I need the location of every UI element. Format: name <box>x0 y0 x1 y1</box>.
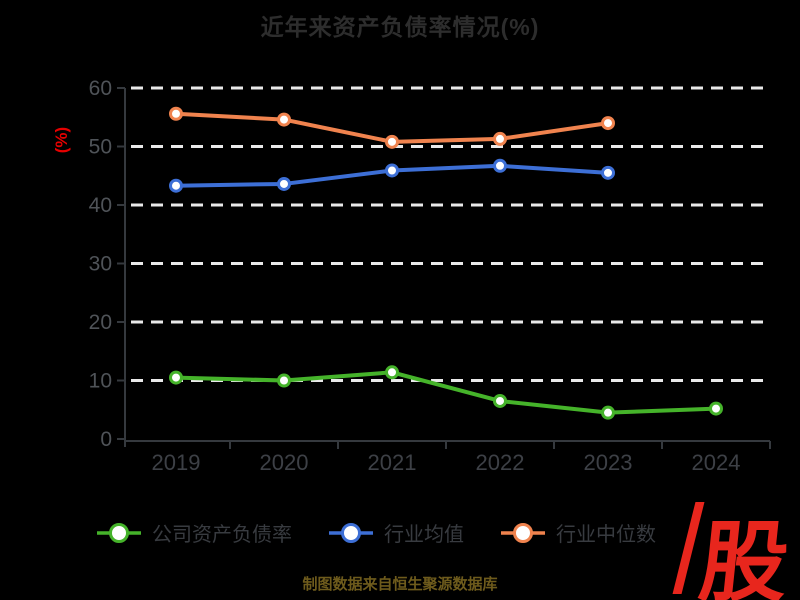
data-point-marker <box>601 405 615 420</box>
data-point-marker <box>277 112 291 127</box>
legend-label: 行业均值 <box>384 524 464 546</box>
data-point-marker <box>601 165 615 180</box>
data-point-marker <box>385 134 399 149</box>
data-point-marker <box>385 365 399 380</box>
legend-marker-icon <box>501 522 545 543</box>
y-tick-label: 50 <box>89 136 112 159</box>
legend: 公司资产负债率 行业均值 行业中位数 <box>96 518 656 547</box>
data-point-marker <box>493 158 507 173</box>
legend-label: 公司资产负债率 <box>152 524 292 546</box>
chart-title: 近年来资产负债率情况(%) <box>260 14 540 40</box>
y-tick-label: 60 <box>89 77 112 100</box>
legend-item-行业中位数[interactable]: 行业中位数 <box>500 518 656 547</box>
data-point-marker <box>709 401 723 416</box>
data-point-marker <box>169 106 183 121</box>
data-point-marker <box>169 370 183 385</box>
legend-marker-icon <box>97 522 141 543</box>
data-point-marker <box>493 131 507 146</box>
legend-marker-icon <box>329 522 373 543</box>
legend-item-行业均值[interactable]: 行业均值 <box>328 518 464 547</box>
legend-label: 行业中位数 <box>556 524 656 546</box>
y-tick-label: 40 <box>89 194 112 217</box>
series-line-公司资产负债率 <box>174 370 718 415</box>
y-tick-label: 0 <box>100 428 112 451</box>
data-point-marker <box>385 163 399 178</box>
x-tick-label: 2023 <box>584 450 633 475</box>
x-tick-label: 2022 <box>476 450 525 475</box>
y-tick-label: 30 <box>89 253 112 276</box>
y-tick-label: 20 <box>89 311 112 334</box>
legend-item-公司资产负债率[interactable]: 公司资产负债率 <box>96 518 292 547</box>
data-point-marker <box>169 178 183 193</box>
y-tick-label: 10 <box>89 370 112 393</box>
x-tick-label: 2020 <box>260 450 309 475</box>
x-tick-label: 2021 <box>368 450 417 475</box>
x-tick-label: 2024 <box>692 450 741 475</box>
data-point-marker <box>601 116 615 131</box>
data-point-marker <box>277 176 291 191</box>
data-point-marker <box>493 393 507 408</box>
data-source-note: 制图数据来自恒生聚源数据库 <box>302 576 498 593</box>
x-tick-label: 2019 <box>152 450 201 475</box>
data-point-marker <box>277 373 291 388</box>
brand-logo: 股 <box>672 496 794 600</box>
logo-character: 股 <box>694 513 794 600</box>
